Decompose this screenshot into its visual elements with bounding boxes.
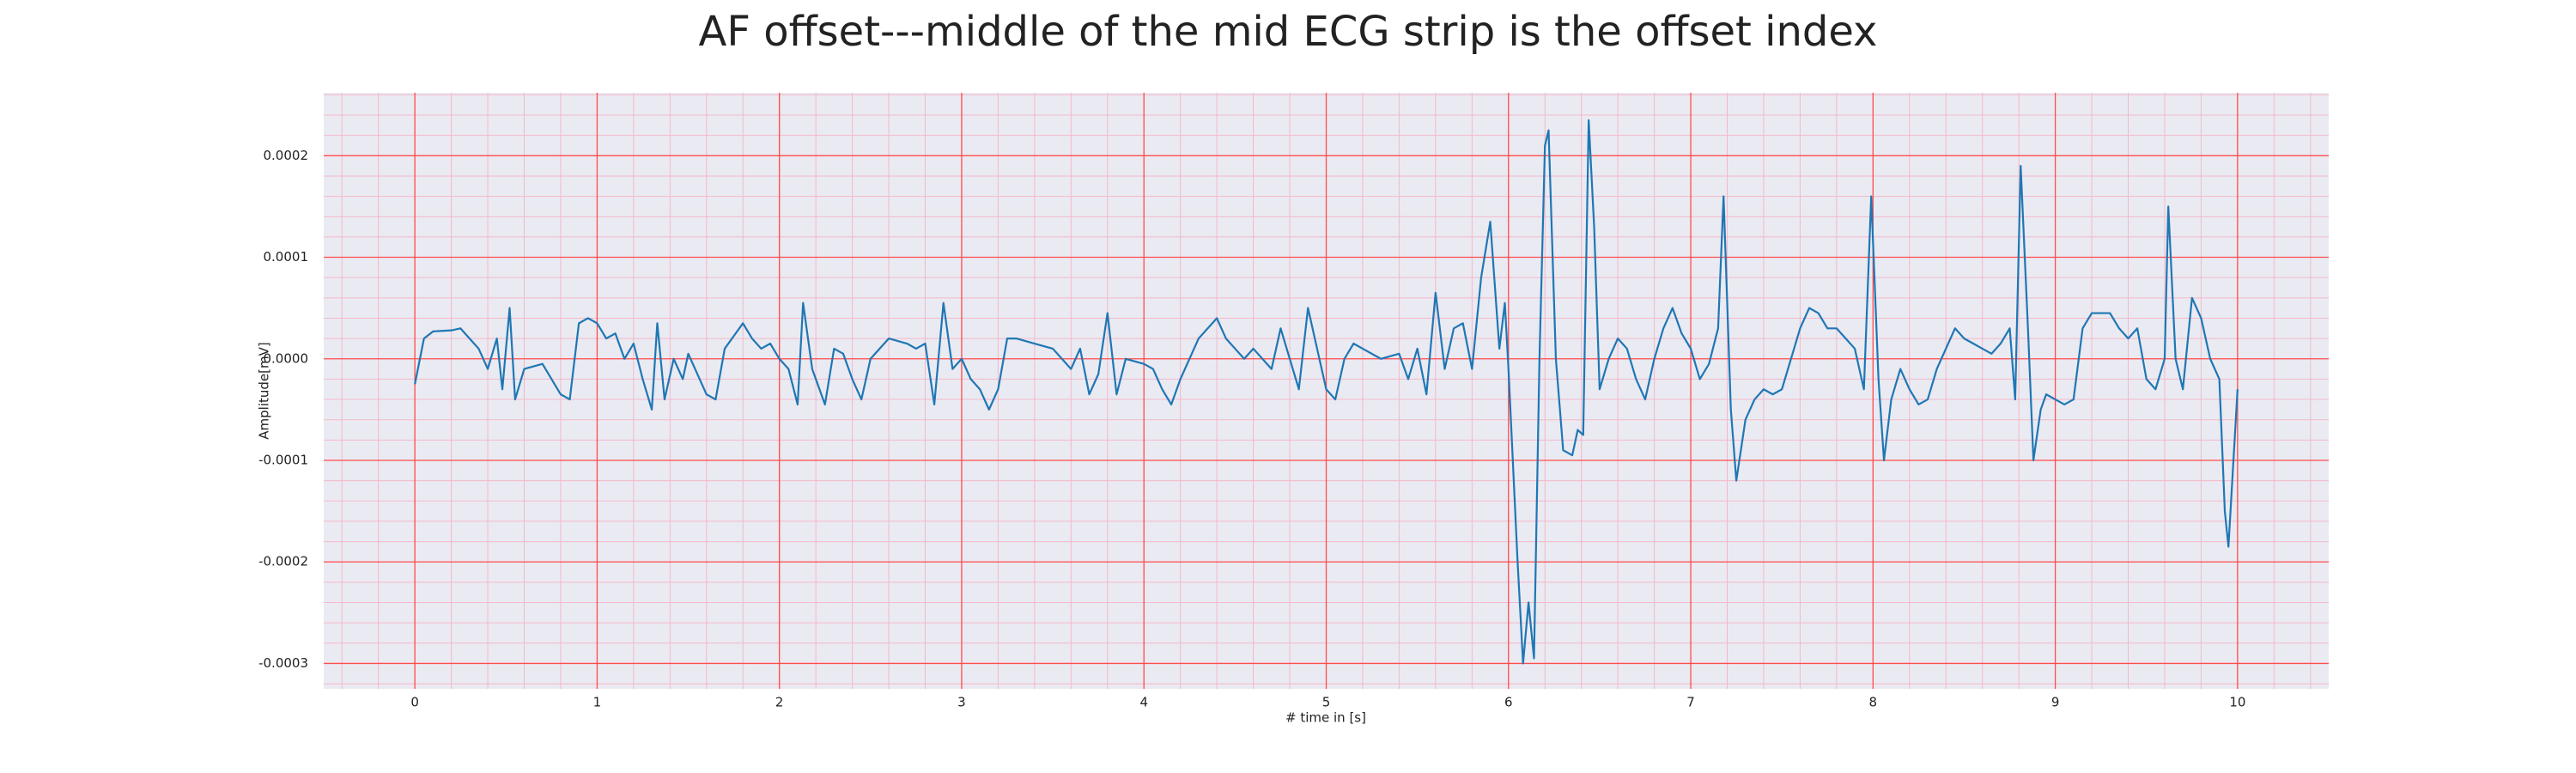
ecg-line <box>414 119 2239 665</box>
y-tick-label: -0.0001 <box>258 452 308 467</box>
x-tick-label: 7 <box>1686 695 1695 710</box>
x-tick-label: 4 <box>1139 695 1148 710</box>
x-tick-label: 3 <box>957 695 966 710</box>
x-tick-label: 0 <box>410 695 419 710</box>
y-axis-label: Amplitude[mV] <box>257 342 272 439</box>
y-tick-label: -0.0003 <box>258 655 308 671</box>
y-tick-label: 0.0002 <box>264 148 309 163</box>
y-tick-label: 0.0001 <box>264 249 309 265</box>
x-axis-label: # time in [s] <box>1285 710 1366 726</box>
x-tick-label: 5 <box>1322 695 1331 710</box>
x-tick-label: 2 <box>775 695 784 710</box>
x-tick-label: 10 <box>2229 695 2245 710</box>
x-tick-label: 8 <box>1869 695 1878 710</box>
y-tick-label: 0.0000 <box>264 350 309 366</box>
x-tick-label: 6 <box>1504 695 1513 710</box>
chart-title: AF offset---middle of the mid ECG strip … <box>699 8 1878 56</box>
x-tick-label: 9 <box>2051 695 2060 710</box>
x-tick-label: 1 <box>593 695 602 710</box>
y-tick-label: -0.0002 <box>258 554 308 569</box>
